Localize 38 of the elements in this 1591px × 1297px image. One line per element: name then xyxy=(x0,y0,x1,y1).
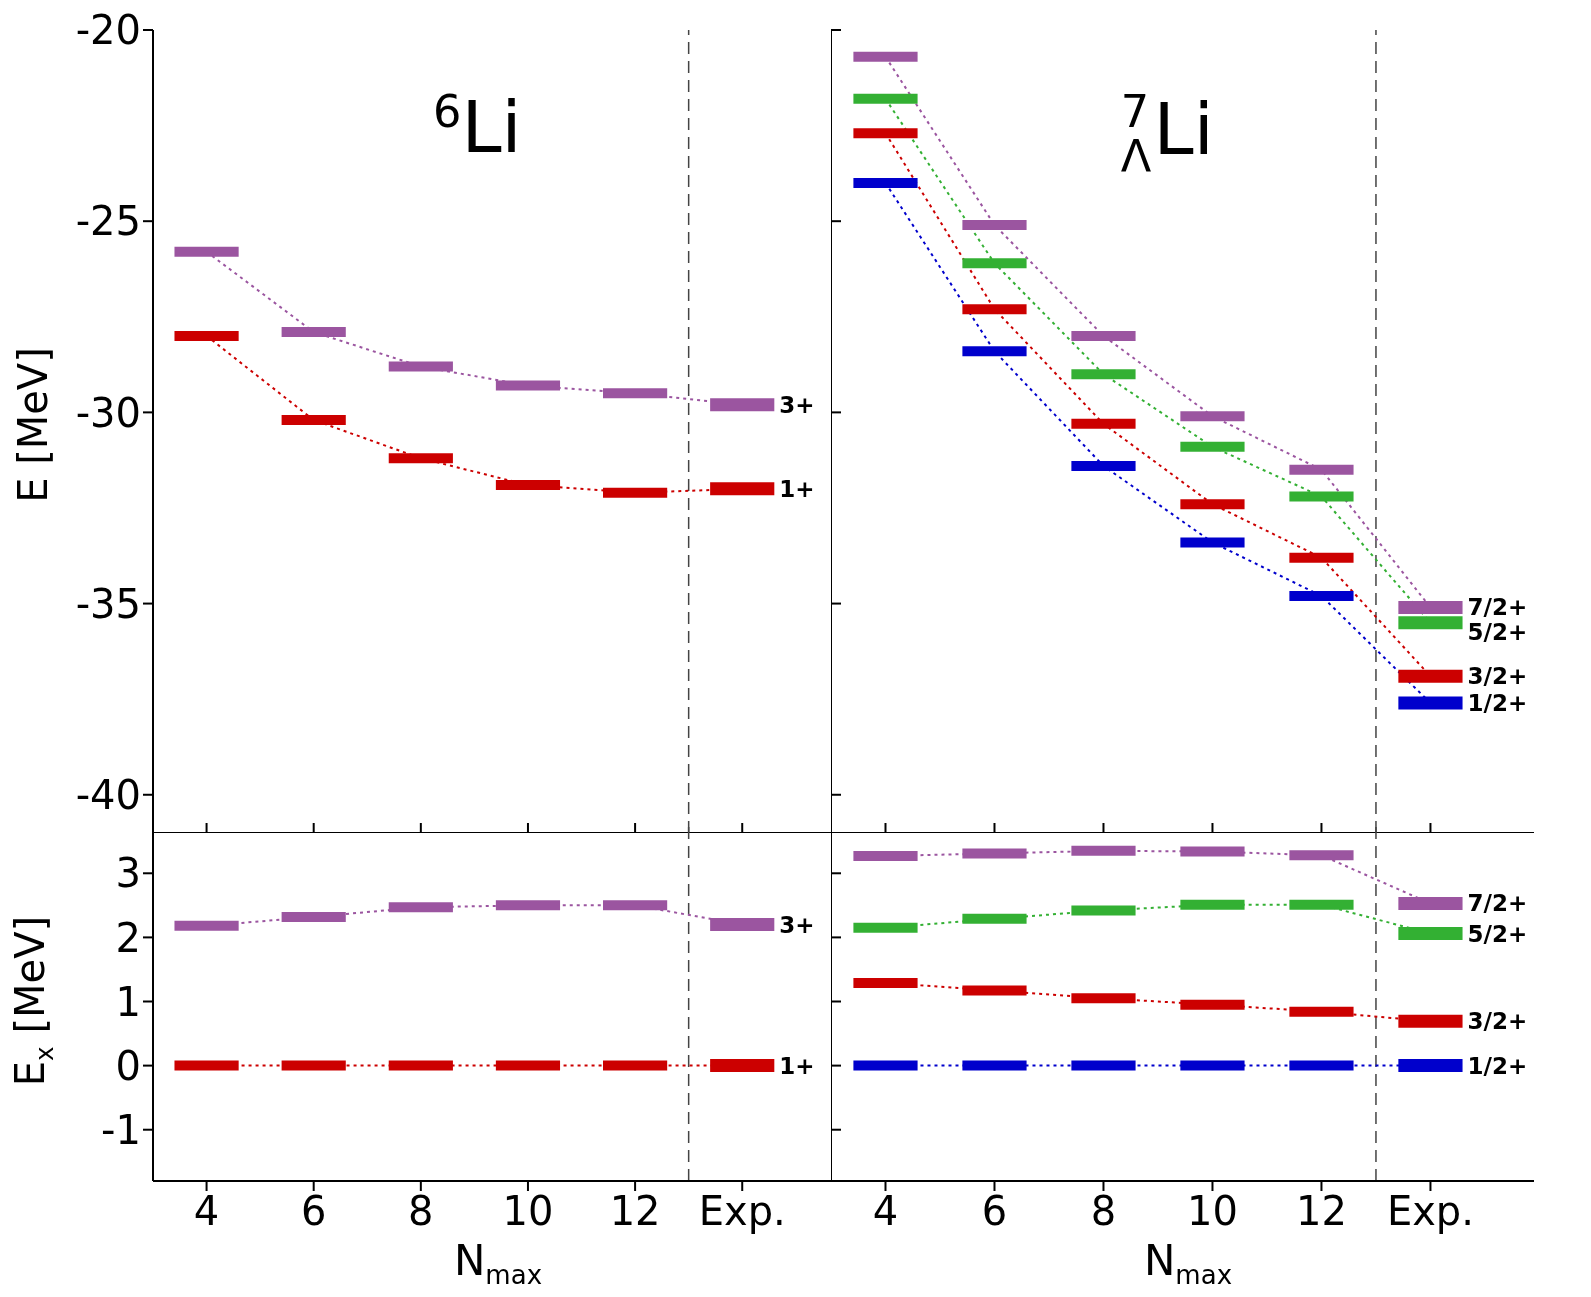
series-label: 5/2+ xyxy=(1467,920,1528,947)
y-tick-label: -20 xyxy=(75,7,141,54)
text: $^{6}$Li xyxy=(433,85,522,169)
series-label: 1/2+ xyxy=(1467,689,1528,716)
x-tick-label: 6 xyxy=(981,1188,1008,1235)
y-tick-label: -35 xyxy=(75,580,141,627)
y-tick-label: -40 xyxy=(75,771,141,818)
series-label: 7/2+ xyxy=(1467,890,1528,917)
series-label: 3/2+ xyxy=(1467,1008,1528,1035)
x-axis-title: N$_{max}$ xyxy=(453,1236,543,1291)
x-tick-label: 6 xyxy=(300,1188,327,1235)
y-tick-label: 3 xyxy=(115,850,141,897)
x-tick-label: 10 xyxy=(1187,1188,1238,1235)
x-tick-label: 8 xyxy=(1090,1188,1117,1235)
y-tick-label: 1 xyxy=(115,978,141,1025)
x-tick-label: 10 xyxy=(502,1188,554,1235)
y-tick-label: -30 xyxy=(75,389,141,436)
series-label: 3/2+ xyxy=(1467,663,1528,690)
x-tick-label: Exp. xyxy=(1386,1188,1474,1235)
x-tick-label: 4 xyxy=(872,1188,899,1235)
y-tick-label: 2 xyxy=(115,914,141,961)
x-tick-label: 12 xyxy=(609,1188,661,1235)
y-tick-label: -25 xyxy=(75,198,141,245)
x-axis-title: N$_{max}$ xyxy=(1143,1236,1233,1291)
x-tick-label: 8 xyxy=(408,1188,434,1235)
y-tick-label: -1 xyxy=(101,1106,141,1153)
x-tick-label: Exp. xyxy=(698,1188,786,1235)
x-tick-label: 12 xyxy=(1296,1188,1347,1235)
x-tick-label: 4 xyxy=(193,1188,220,1235)
series-label: 5/2+ xyxy=(1467,618,1528,645)
series-label: 3+ xyxy=(779,911,815,938)
series-label: 1+ xyxy=(779,1052,815,1079)
series-label: 1/2+ xyxy=(1467,1052,1528,1079)
series-label: 1+ xyxy=(779,475,815,502)
y-tick-label: 0 xyxy=(115,1042,141,1089)
series-label: 7/2+ xyxy=(1467,594,1528,621)
series-label: 3+ xyxy=(779,391,815,418)
y-axis-title: E [MeV] xyxy=(10,347,56,503)
